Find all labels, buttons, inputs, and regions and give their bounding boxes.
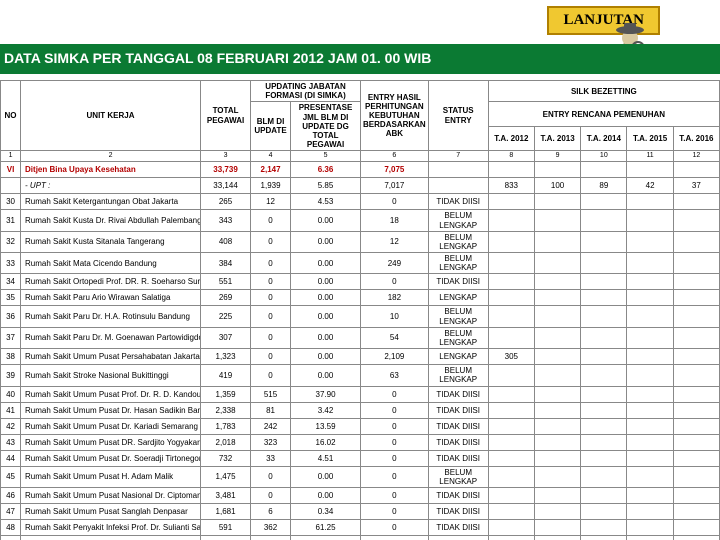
table-row: 35Rumah Sakit Paru Ario Wirawan Salatiga… (1, 290, 720, 306)
colnum: 12 (673, 151, 719, 162)
table-row: 46Rumah Sakit Umum Pusat Nasional Dr. Ci… (1, 487, 720, 503)
table-row: 32Rumah Sakit Kusta Sitanala Tangerang40… (1, 231, 720, 252)
header-presentase: PRESENTASE JML BLM DI UPDATE DG TOTAL PE… (291, 102, 361, 151)
table-row: 43Rumah Sakit Umum Pusat DR. Sardjito Yo… (1, 434, 720, 450)
colnum: 9 (534, 151, 580, 162)
data-table: NO UNIT KERJA TOTAL PEGAWAI UPDATING JAB… (0, 80, 720, 540)
header-unit: UNIT KERJA (21, 81, 201, 151)
table-row: 41Rumah Sakit Umum Pusat Dr. Hasan Sadik… (1, 402, 720, 418)
header-no: NO (1, 81, 21, 151)
table-row: 38Rumah Sakit Umum Pusat Persahabatan Ja… (1, 349, 720, 365)
colnum: 10 (581, 151, 627, 162)
table-row: 37Rumah Sakit Paru Dr. M. Goenawan Parto… (1, 327, 720, 348)
header-rencana: ENTRY RENCANA PEMENUHAN (488, 102, 719, 126)
header-abk: ENTRY HASIL PERHITUNGAN KEBUTUHAN BERDAS… (361, 81, 429, 151)
table-row: 48Rumah Sakit Penyakit Infeksi Prof. Dr.… (1, 519, 720, 535)
header-ta2015: T.A. 2015 (627, 126, 673, 150)
header-blm: BLM DI UPDATE (251, 102, 291, 151)
colnum: 4 (251, 151, 291, 162)
header-updating-group: UPDATING JABATAN FORMASI (DI SIMKA) (251, 81, 361, 102)
table-row: 45Rumah Sakit Umum Pusat H. Adam Malik1,… (1, 466, 720, 487)
table-row: 44Rumah Sakit Umum Pusat Dr. Soeradji Ti… (1, 450, 720, 466)
table-row: 33Rumah Sakit Mata Cicendo Bandung38400.… (1, 253, 720, 274)
header-ta2013: T.A. 2013 (534, 126, 580, 150)
colnum: 6 (361, 151, 429, 162)
header-silk-group: SILK BEZETTING (488, 81, 719, 102)
table-row: 47Rumah Sakit Umum Pusat Sanglah Denpasa… (1, 503, 720, 519)
colnum: 5 (291, 151, 361, 162)
colnum: 2 (21, 151, 201, 162)
summary-row: - UPT :33,1441,9395.857,017833100894237 (1, 178, 720, 194)
header-status: STATUS ENTRY (428, 81, 488, 151)
data-table-container: NO UNIT KERJA TOTAL PEGAWAI UPDATING JAB… (0, 80, 720, 540)
table-row: 30Rumah Sakit Ketergantungan Obat Jakart… (1, 194, 720, 210)
table-row: 31Rumah Sakit Kusta Dr. Rivai Abdullah P… (1, 210, 720, 231)
table-row: 34Rumah Sakit Ortopedi Prof. DR. R. Soeh… (1, 274, 720, 290)
header-ta2016: T.A. 2016 (673, 126, 719, 150)
header-ta2014: T.A. 2014 (581, 126, 627, 150)
colnum: 8 (488, 151, 534, 162)
colnum: 7 (428, 151, 488, 162)
colnum: 11 (627, 151, 673, 162)
table-row: 36Rumah Sakit Paru Dr. H.A. Rotinsulu Ba… (1, 306, 720, 327)
column-index-row: 1 2 3 4 5 6 7 8 9 10 11 12 (1, 151, 720, 162)
colnum: 3 (201, 151, 251, 162)
table-row: 42Rumah Sakit Umum Pusat Dr. Kariadi Sem… (1, 418, 720, 434)
table-row: 49Rumah Sakit Ratatotok861112.790TIDAK D… (1, 535, 720, 540)
title-bar: DATA SIMKA PER TANGGAL 08 FEBRUARI 2012 … (0, 44, 720, 74)
section-row: VIDitjen Bina Upaya Kesehatan33,7392,147… (1, 162, 720, 178)
header-ta2012: T.A. 2012 (488, 126, 534, 150)
table-row: 40Rumah Sakit Umum Pusat Prof. Dr. R. D.… (1, 386, 720, 402)
header-total: TOTAL PEGAWAI (201, 81, 251, 151)
colnum: 1 (1, 151, 21, 162)
table-row: 39Rumah Sakit Stroke Nasional Bukittingg… (1, 365, 720, 386)
